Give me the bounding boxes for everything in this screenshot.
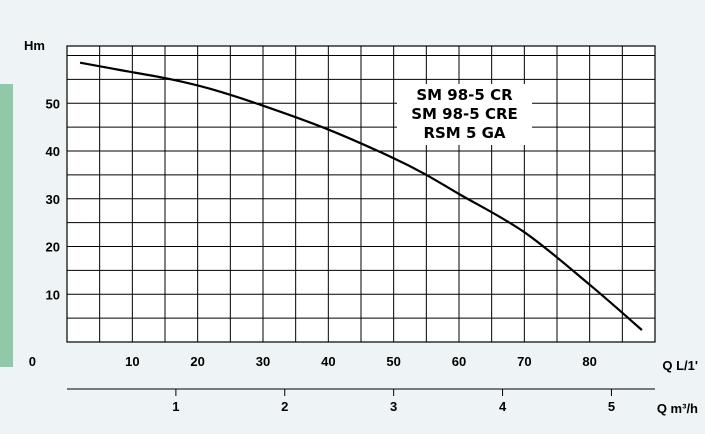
x-tick-label: 40 <box>321 354 335 369</box>
x-tick-label: 60 <box>452 354 466 369</box>
x-tick-label: 80 <box>582 354 596 369</box>
secondary-tick-label: 3 <box>390 399 397 414</box>
x-tick-label: 70 <box>517 354 531 369</box>
accent-bar <box>0 84 13 367</box>
x-axis-label-secondary: Q m³/h <box>657 401 698 416</box>
y-tick-label: 20 <box>46 240 60 255</box>
y-tick-label: 10 <box>46 287 60 302</box>
y-axis-label: Hm <box>24 38 45 53</box>
x-tick-label: 50 <box>386 354 400 369</box>
secondary-tick-label: 2 <box>281 399 288 414</box>
model-label-1: SM 98-5 CR <box>416 86 513 104</box>
plot-frame <box>66 45 656 343</box>
x-tick-label: 10 <box>125 354 139 369</box>
x-tick-label: 30 <box>256 354 270 369</box>
model-label-2: SM 98-5 CRE <box>411 105 518 123</box>
model-label-3: RSM 5 GA <box>423 124 506 142</box>
secondary-tick-label: 1 <box>172 399 179 414</box>
secondary-tick-label: 5 <box>608 399 615 414</box>
x-axis-label-primary: Q L/1' <box>662 358 698 373</box>
y-tick-label: 50 <box>46 96 60 111</box>
model-label-box: SM 98-5 CR SM 98-5 CRE RSM 5 GA <box>397 84 532 145</box>
y-tick-label: 30 <box>46 192 60 207</box>
y-tick-label: 0 <box>29 354 36 369</box>
pump-curve-line <box>79 61 643 331</box>
secondary-tick-label: 4 <box>499 399 507 414</box>
y-tick-label: 40 <box>46 144 60 159</box>
x-tick-label: 20 <box>190 354 204 369</box>
